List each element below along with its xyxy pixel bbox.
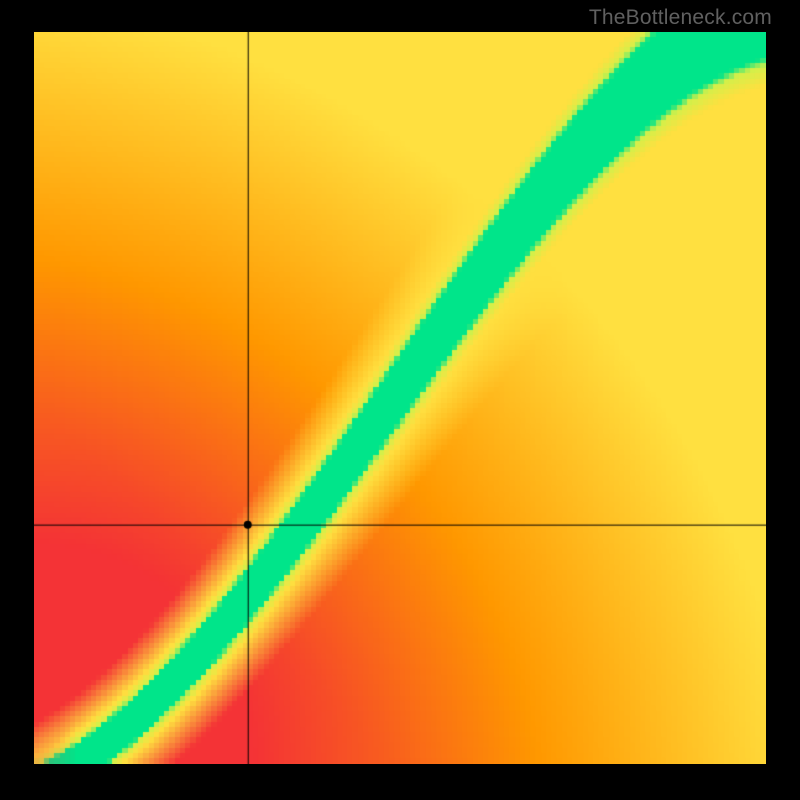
chart-container: TheBottleneck.com: [0, 0, 800, 800]
watermark-text: TheBottleneck.com: [589, 6, 772, 30]
bottleneck-heatmap: [34, 32, 766, 764]
